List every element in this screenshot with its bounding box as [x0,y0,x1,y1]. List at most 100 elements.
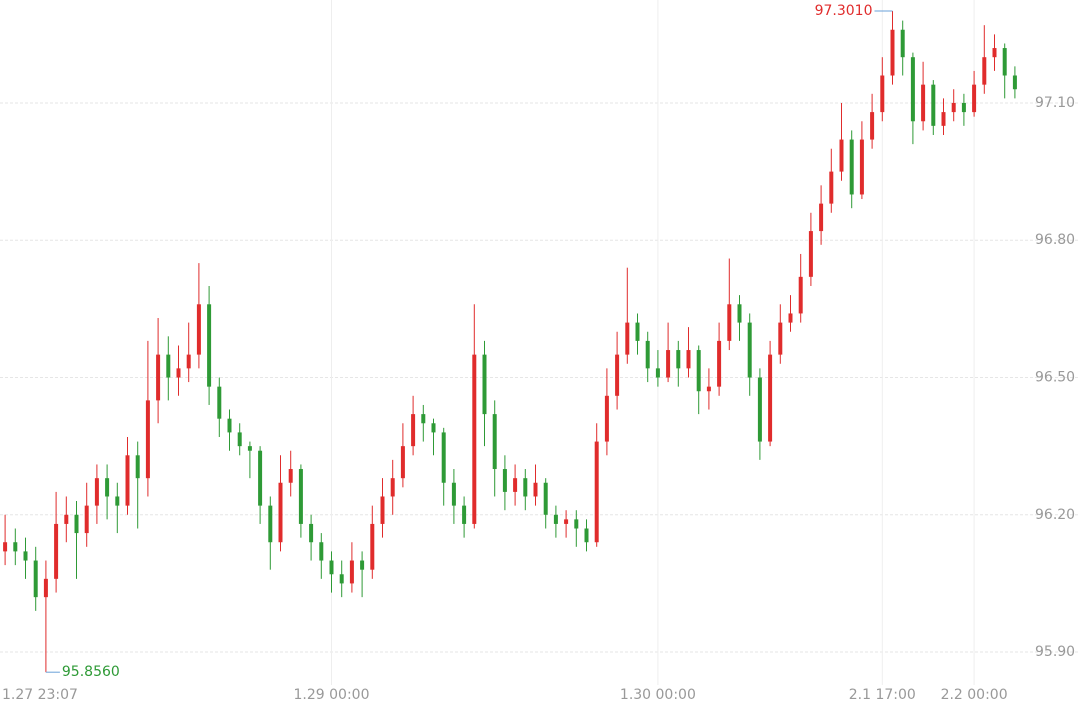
candle-body [615,354,620,396]
candle-body [462,505,467,524]
candle-body [553,514,558,524]
candle-body [717,340,722,387]
candle-body [523,478,528,497]
candle-body [329,560,334,575]
y-tick-label: 95.90 [1035,644,1075,660]
candle-body [400,446,405,479]
candle-body [747,322,752,378]
candle-body [696,350,701,392]
candle-body [421,414,426,424]
candle-body [135,455,140,479]
candle-body [584,528,589,543]
candle-body [186,354,191,369]
candle-body [655,368,660,378]
candle-body [84,505,89,534]
candle-body [258,450,263,506]
candle-body [390,478,395,497]
candle-body [808,231,813,277]
candle-body [156,354,161,401]
candle-body [339,574,344,584]
candle-body [564,519,569,524]
candle-body [74,514,79,534]
candle-body [13,542,18,552]
candle-body [207,304,212,387]
x-tick-label: 1.29 00:00 [294,687,370,703]
candle-body [757,377,762,442]
candle-body [492,414,497,470]
candle-body [247,446,252,451]
candle-body [635,322,640,341]
x-tick-label: 1.30 00:00 [620,687,696,703]
candle-body [533,482,538,497]
candle-body [686,350,691,369]
x-tick-label: 1.27 23:07 [2,687,78,703]
candle-body [910,57,915,122]
y-tick-label: 96.20 [1035,507,1075,523]
candle-body [839,139,844,172]
candle-body [502,469,507,492]
candle-body [360,560,365,570]
candle-body [441,432,446,483]
y-tick-label: 96.80 [1035,232,1075,248]
y-tick-label: 96.50 [1035,370,1075,386]
candle-body [237,432,242,447]
candle-body [217,386,222,419]
x-tick-label: 2.1 17:00 [849,687,916,703]
candle-body [1002,48,1007,76]
candle-body [227,418,232,433]
candle-body [125,455,130,506]
candle-body [982,57,987,85]
candle-body [890,29,895,76]
candle-body [370,523,375,570]
candle-body [115,496,120,506]
candle-body [1012,75,1017,90]
candle-body [319,542,324,561]
candle-body [574,519,579,529]
candle-body [880,75,885,113]
candle-body [64,514,69,524]
candle-body [94,478,99,506]
candle-body [349,560,354,584]
candle-body [3,542,8,552]
candle-body [411,414,416,447]
candle-body [941,112,946,126]
low-label: 95.8560 [62,664,120,680]
candle-body [196,304,201,355]
candle-body [431,423,436,433]
candle-body [176,368,181,378]
candle-body [23,551,28,561]
candle-body [819,203,824,232]
candle-body [625,322,630,355]
candle-body [513,478,518,492]
candle-body [166,354,171,378]
candle-body [778,322,783,355]
candle-body [309,523,314,543]
candle-body [645,340,650,369]
x-tick-label: 2.2 00:00 [941,687,1008,703]
candle-body [288,469,293,483]
candle-body [921,84,926,122]
candle-body [543,482,548,515]
candle-body [298,469,303,524]
candle-body [788,313,793,323]
candle-body [604,395,609,442]
candle-body [451,482,456,506]
candle-body [33,560,38,598]
candle-body [931,84,936,126]
candle-body [43,578,48,598]
candle-body [900,29,905,58]
candle-body [737,304,742,323]
candle-body [972,84,977,113]
candle-body [706,386,711,392]
candle-body [105,478,110,497]
candle-body [268,505,273,543]
candle-body [482,354,487,415]
candle-body [676,350,681,369]
candle-body [870,112,875,140]
candle-body [145,400,150,479]
candle-body [666,350,671,378]
candle-body [859,139,864,195]
candle-body [594,441,599,543]
candle-body [768,354,773,442]
